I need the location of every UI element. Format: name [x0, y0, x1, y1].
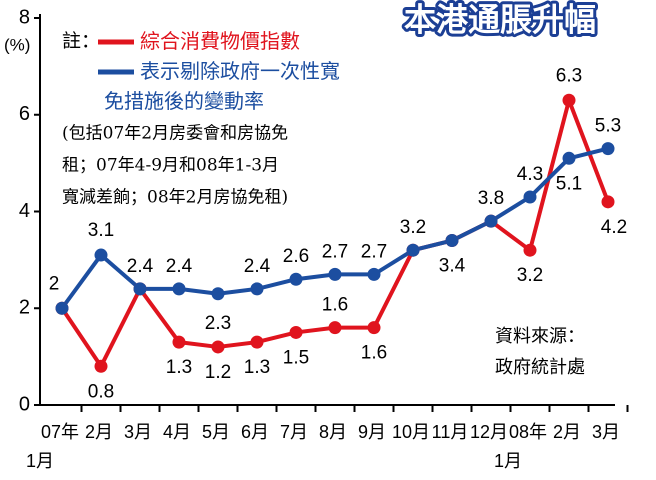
data-point [133, 282, 147, 296]
data-point [250, 335, 264, 349]
value-label: 1.6 [361, 343, 387, 364]
value-label: 0.8 [88, 381, 114, 402]
data-point [172, 282, 186, 296]
data-point [328, 321, 342, 335]
data-point [406, 243, 420, 257]
data-point [289, 272, 303, 286]
value-label: 5.1 [556, 173, 582, 194]
source-line: 資料來源： [495, 326, 585, 347]
data-point [367, 267, 381, 281]
legend-note-label: 註： [62, 30, 100, 52]
x-tick-label: 10月 [392, 422, 430, 442]
y-tick-label: 0 [19, 393, 30, 415]
data-point [367, 321, 381, 335]
value-label: 3.2 [400, 217, 426, 238]
value-label: 1.6 [322, 295, 348, 316]
value-label: 3.1 [88, 220, 114, 241]
x-tick-sublabel: 1月 [494, 451, 522, 471]
y-tick-label: 8 [19, 6, 30, 28]
source-line: 政府統計處 [495, 357, 585, 378]
x-tick-label: 8月 [319, 422, 347, 442]
x-tick-label: 9月 [358, 422, 386, 442]
value-label: 2.4 [166, 256, 193, 277]
value-label: 3.2 [517, 265, 543, 286]
x-tick-label: 11月 [432, 422, 469, 442]
data-point [601, 195, 615, 209]
note-line: (包括07年2月房委會和房協免 [62, 124, 288, 144]
data-point [250, 282, 264, 296]
value-label: 6.3 [556, 65, 582, 86]
data-point [172, 335, 186, 349]
data-point [523, 190, 537, 204]
data-point [211, 287, 225, 301]
value-label: 5.3 [595, 116, 621, 137]
note-line: 寬減差餉；08年2月房協免租) [62, 188, 288, 208]
data-point [328, 267, 342, 281]
value-label: 4.2 [601, 217, 627, 238]
data-point [562, 93, 576, 107]
data-point [289, 325, 303, 339]
data-point [523, 243, 537, 257]
x-tick-label: 2月 [85, 422, 113, 442]
data-point [55, 301, 69, 315]
data-point [601, 142, 615, 156]
legend-entry: 表示剔除政府一次性寬免措施後的變動率 [104, 61, 340, 113]
x-tick-label: 3月 [124, 422, 152, 442]
data-point [484, 214, 498, 228]
y-unit-label: (%) [4, 35, 30, 54]
data-point [94, 248, 108, 262]
value-label: 2.4 [244, 256, 271, 277]
data-point [211, 340, 225, 354]
value-label: 1.3 [244, 357, 270, 378]
y-tick-label: 2 [19, 297, 30, 319]
x-tick-label: 2月 [553, 422, 581, 442]
value-label: 2.7 [322, 241, 348, 262]
data-point [562, 151, 576, 165]
x-tick-label: 4月 [163, 422, 191, 442]
value-label: 2.6 [283, 246, 309, 267]
legend-entry: 綜合消費物價指數 [140, 31, 300, 53]
x-tick-label: 6月 [241, 422, 269, 442]
value-label: 2.4 [127, 256, 154, 277]
value-label: 1.2 [205, 362, 231, 383]
y-tick-label: 6 [19, 103, 30, 125]
x-tick-label: 12月 [470, 422, 508, 442]
value-label: 4.3 [517, 164, 543, 185]
value-label: 2 [49, 273, 60, 294]
value-label: 3.8 [478, 188, 504, 209]
value-label: 2.7 [361, 241, 387, 262]
x-tick-label: 7月 [280, 422, 308, 442]
value-label: 1.5 [283, 347, 309, 368]
note-line: 租；07年4-9月和08年1-3月 [62, 156, 279, 176]
value-label: 3.4 [439, 256, 466, 277]
x-tick-label: 5月 [202, 422, 230, 442]
value-label: 2.3 [205, 313, 231, 334]
chart-title: 本港通脹升幅 [404, 1, 596, 37]
y-tick-label: 4 [19, 200, 30, 222]
x-tick-sublabel: 1月 [26, 451, 54, 471]
x-tick-label: 08年 [509, 422, 547, 442]
data-point [445, 234, 459, 248]
data-point [94, 359, 108, 373]
x-tick-label: 07年 [41, 422, 79, 442]
value-label: 1.3 [166, 357, 192, 378]
x-tick-label: 3月 [592, 422, 620, 442]
